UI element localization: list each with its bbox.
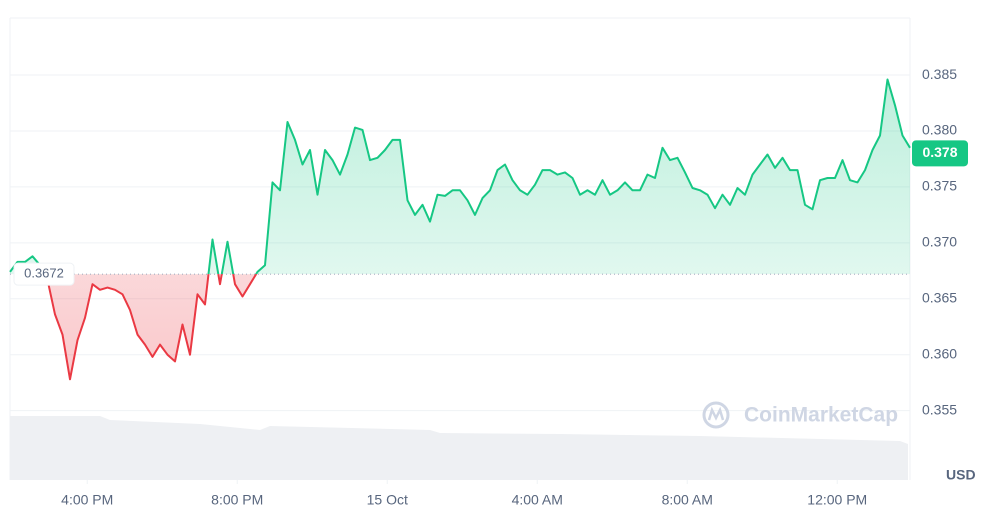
y-tick-label: 0.365 [922, 289, 957, 305]
last-price-box [912, 140, 968, 167]
y-tick-label: 0.385 [922, 66, 957, 82]
volume-area [10, 416, 908, 480]
baseline-label: 0.3672 [24, 266, 64, 281]
watermark-text: CoinMarketCap [744, 404, 898, 427]
x-tick-label: 12:00 PM [807, 492, 867, 508]
y-tick-label: 0.355 [922, 401, 957, 417]
price-line-down [43, 274, 258, 381]
y-tick-label: 0.380 [922, 122, 957, 138]
x-tick-label: 15 Oct [367, 492, 408, 508]
plot: 0.3672 [9, 78, 911, 381]
y-tick-label: 0.375 [922, 178, 957, 194]
y-tick-label: 0.360 [922, 345, 957, 361]
baseline-label-box [13, 262, 75, 286]
area-up [10, 79, 910, 275]
currency-label: USD [946, 467, 976, 483]
last-price-label: 0.378 [922, 144, 957, 160]
x-tick-label: 8:00 AM [662, 492, 713, 508]
x-tick-label: 8:00 PM [211, 492, 263, 508]
watermark: CoinMarketCap [702, 401, 898, 429]
x-tick-label: 4:00 PM [61, 492, 113, 508]
x-tick-label: 4:00 AM [512, 492, 563, 508]
y-tick-label: 0.370 [922, 234, 957, 250]
price-line-up [9, 78, 911, 275]
